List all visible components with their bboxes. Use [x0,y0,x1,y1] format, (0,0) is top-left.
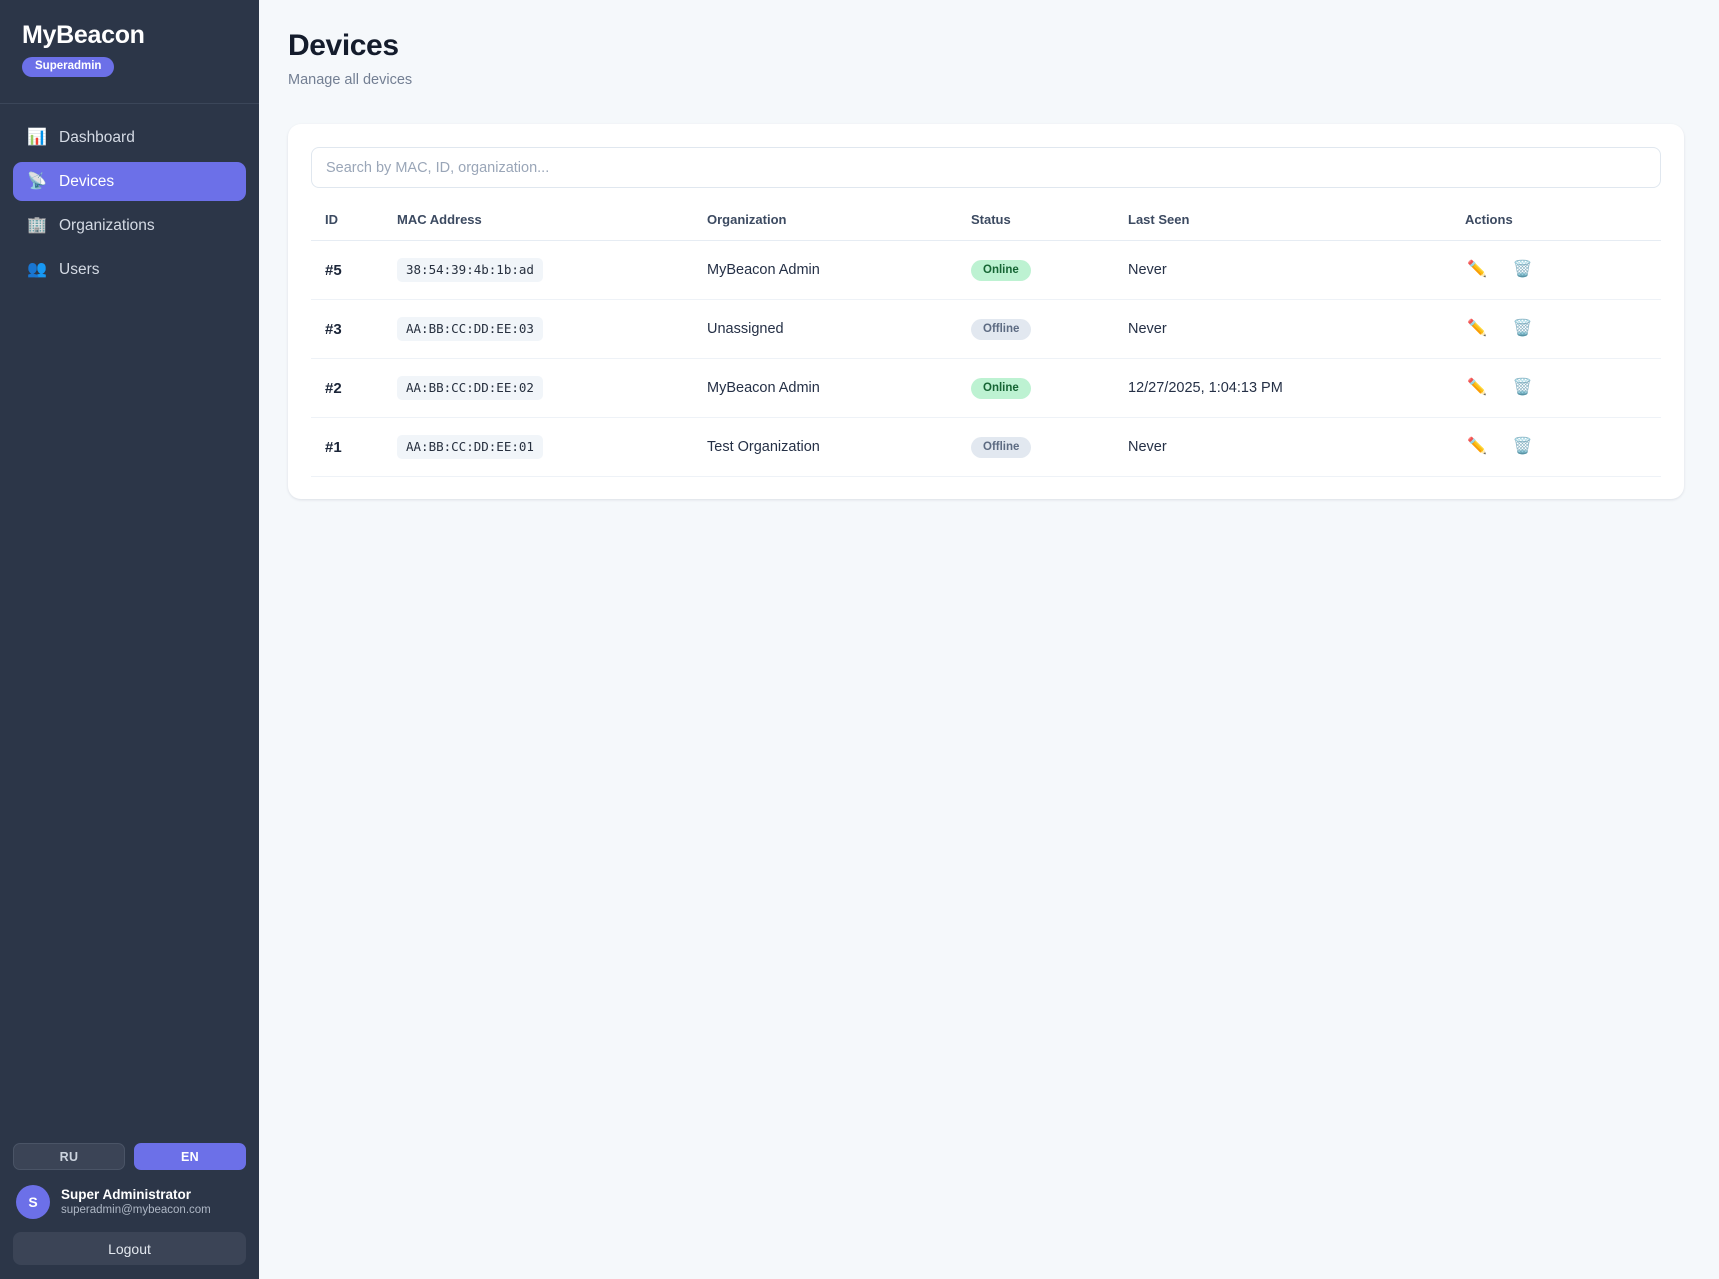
cell-last-seen: 12/27/2025, 1:04:13 PM [1128,358,1465,418]
sidebar-item-devices[interactable]: 📡 Devices [13,162,246,201]
table-row: #1 AA:BB:CC:DD:EE:01 Test Organization Offl… [311,417,1661,477]
logout-button[interactable]: Logout [13,1232,246,1265]
delete-trash-icon[interactable]: 🗑️ [1512,261,1533,278]
sidebar-item-label: Devices [59,172,115,190]
sidebar-item-label: Organizations [59,216,155,234]
avatar: S [16,1185,50,1219]
lang-button-ru[interactable]: RU [13,1143,125,1170]
mac-address-chip: 38:54:39:4b:1b:ad [397,258,543,282]
brand-header: MyBeacon Superadmin [0,0,259,104]
mac-address-chip: AA:BB:CC:DD:EE:02 [397,376,543,400]
sidebar-nav: 📊 Dashboard 📡 Devices 🏢 Organizations 👥 Users [0,104,259,1143]
cell-mac-address: AA:BB:CC:DD:EE:02 [397,358,707,418]
cell-organization: MyBeacon Admin [707,240,971,300]
cell-last-seen: Never [1128,240,1465,300]
satellite-dish-icon: 📡 [27,172,47,190]
mac-address-chip: AA:BB:CC:DD:EE:01 [397,435,543,459]
status-badge: Online [971,377,1031,399]
sidebar: MyBeacon Superadmin 📊 Dashboard 📡 Devices 🏢 O… [0,0,259,1279]
table-row: #2 AA:BB:CC:DD:EE:02 MyBeacon Admin Online 1… [311,358,1661,418]
device-id: #3 [325,320,342,338]
cell-mac-address: AA:BB:CC:DD:EE:03 [397,299,707,359]
cell-id: #1 [311,417,397,477]
devices-table: ID MAC Address Organization Status Last Seen… [311,212,1661,477]
user-meta: Super Administrator superadmin@mybeacon.… [61,1186,211,1218]
search-input[interactable] [311,147,1661,188]
delete-trash-icon[interactable]: 🗑️ [1512,438,1533,455]
edit-pencil-icon[interactable]: ✏️ [1467,261,1487,278]
cell-actions: ✏️ 🗑️ [1465,299,1661,359]
cell-last-seen: Never [1128,417,1465,477]
mac-address-chip: AA:BB:CC:DD:EE:03 [397,317,543,341]
actions-group: ✏️ 🗑️ [1465,380,1661,396]
cell-status: Online [971,358,1128,418]
sidebar-item-label: Users [59,260,100,278]
cell-organization: MyBeacon Admin [707,358,971,418]
language-switcher: RU EN [13,1143,246,1170]
column-header-id: ID [311,212,397,241]
sidebar-item-dashboard[interactable]: 📊 Dashboard [13,118,246,157]
column-header-organization: Organization [707,212,971,241]
people-icon: 👥 [27,260,47,278]
table-header-row: ID MAC Address Organization Status Last Seen… [311,212,1661,241]
column-header-last-seen: Last Seen [1128,212,1465,241]
bar-chart-icon: 📊 [27,128,47,146]
actions-group: ✏️ 🗑️ [1465,439,1661,455]
cell-organization: Test Organization [707,417,971,477]
table-row: #3 AA:BB:CC:DD:EE:03 Unassigned Offline Neve… [311,299,1661,359]
cell-actions: ✏️ 🗑️ [1465,240,1661,300]
delete-trash-icon[interactable]: 🗑️ [1512,379,1533,396]
column-header-status: Status [971,212,1128,241]
sidebar-item-users[interactable]: 👥 Users [13,250,246,289]
edit-pencil-icon[interactable]: ✏️ [1467,379,1487,396]
edit-pencil-icon[interactable]: ✏️ [1467,438,1487,455]
table-body: #5 38:54:39:4b:1b:ad MyBeacon Admin Online N… [311,240,1661,477]
cell-id: #5 [311,240,397,300]
user-email: superadmin@mybeacon.com [61,1204,211,1216]
cell-id: #3 [311,299,397,359]
cell-last-seen: Never [1128,299,1465,359]
role-badge: Superadmin [22,57,115,77]
actions-group: ✏️ 🗑️ [1465,262,1661,278]
user-name: Super Administrator [61,1187,192,1202]
page-subtitle: Manage all devices [288,72,413,88]
cell-status: Offline [971,299,1128,359]
brand-title: MyBeacon [22,21,145,49]
column-header-mac-address: MAC Address [397,212,707,241]
cell-status: Offline [971,417,1128,477]
status-badge: Offline [971,318,1032,340]
actions-group: ✏️ 🗑️ [1465,321,1661,337]
page-title: Devices [288,29,399,62]
lang-button-en[interactable]: EN [134,1143,246,1170]
device-id: #2 [325,379,342,397]
table-row: #5 38:54:39:4b:1b:ad MyBeacon Admin Online N… [311,240,1661,300]
column-header-actions: Actions [1465,212,1661,241]
delete-trash-icon[interactable]: 🗑️ [1512,320,1533,337]
sidebar-footer: RU EN S Super Administrator superadmin@my… [0,1143,259,1279]
building-icon: 🏢 [27,216,47,234]
device-id: #1 [325,438,342,456]
cell-id: #2 [311,358,397,418]
device-id: #5 [325,261,342,279]
sidebar-item-label: Dashboard [59,128,135,146]
table-header: ID MAC Address Organization Status Last Seen… [311,212,1661,241]
status-badge: Offline [971,436,1032,458]
sidebar-item-organizations[interactable]: 🏢 Organizations [13,206,246,245]
cell-status: Online [971,240,1128,300]
user-profile[interactable]: S Super Administrator superadmin@mybeaco… [13,1183,246,1219]
status-badge: Online [971,259,1031,281]
cell-organization: Unassigned [707,299,971,359]
cell-actions: ✏️ 🗑️ [1465,417,1661,477]
cell-mac-address: 38:54:39:4b:1b:ad [397,240,707,300]
edit-pencil-icon[interactable]: ✏️ [1467,320,1487,337]
cell-mac-address: AA:BB:CC:DD:EE:01 [397,417,707,477]
cell-actions: ✏️ 🗑️ [1465,358,1661,418]
